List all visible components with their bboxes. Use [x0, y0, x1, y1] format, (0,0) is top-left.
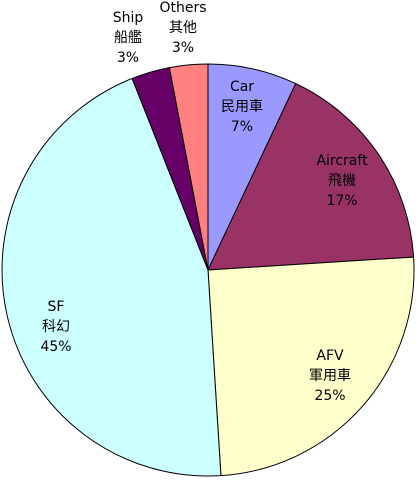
slice-value-label: 3% [172, 40, 194, 56]
slice-value-label: 17% [326, 193, 357, 209]
slice-label-afv: AFV 軍用車 25% [309, 348, 351, 404]
slice-label-zh: 民用車 [221, 98, 263, 115]
pie-slice-others [168, 63, 209, 271]
slice-label-en: AFV [316, 348, 344, 364]
slice-label-zh: 其他 [169, 20, 197, 36]
slice-label-en: Others [159, 0, 206, 16]
slice-label-ship: Ship 船艦 3% [113, 10, 144, 66]
slice-label-zh: 船艦 [114, 30, 142, 46]
pie-slices [1, 63, 415, 477]
slice-label-zh: 軍用車 [309, 367, 351, 384]
slice-label-sf: SF 科幻 45% [40, 299, 71, 355]
slice-value-label: 3% [117, 50, 139, 66]
slice-label-en: Car [230, 79, 254, 95]
pie-slice-afv [207, 256, 415, 477]
slice-value-label: 7% [231, 119, 253, 135]
slice-label-others: Others 其他 3% [159, 0, 206, 56]
slice-value-label: 25% [314, 388, 345, 404]
slice-label-en: Aircraft [316, 153, 368, 169]
slice-value-label: 45% [40, 339, 71, 355]
pie-labels: Car 民用車 7% Aircraft 飛機 17% AFV 軍用車 25% SF 科幻 45% Shi… [40, 0, 368, 404]
slice-label-zh: 飛機 [328, 173, 356, 189]
slice-label-en: SF [48, 299, 65, 315]
slice-label-en: Ship [113, 10, 144, 26]
pie-slice-aircraft [207, 82, 415, 271]
slice-label-car: Car 民用車 7% [221, 79, 263, 135]
pie-slice-sf [1, 77, 222, 477]
slice-label-aircraft: Aircraft 飛機 17% [316, 153, 368, 209]
slice-label-zh: 科幻 [42, 319, 70, 335]
